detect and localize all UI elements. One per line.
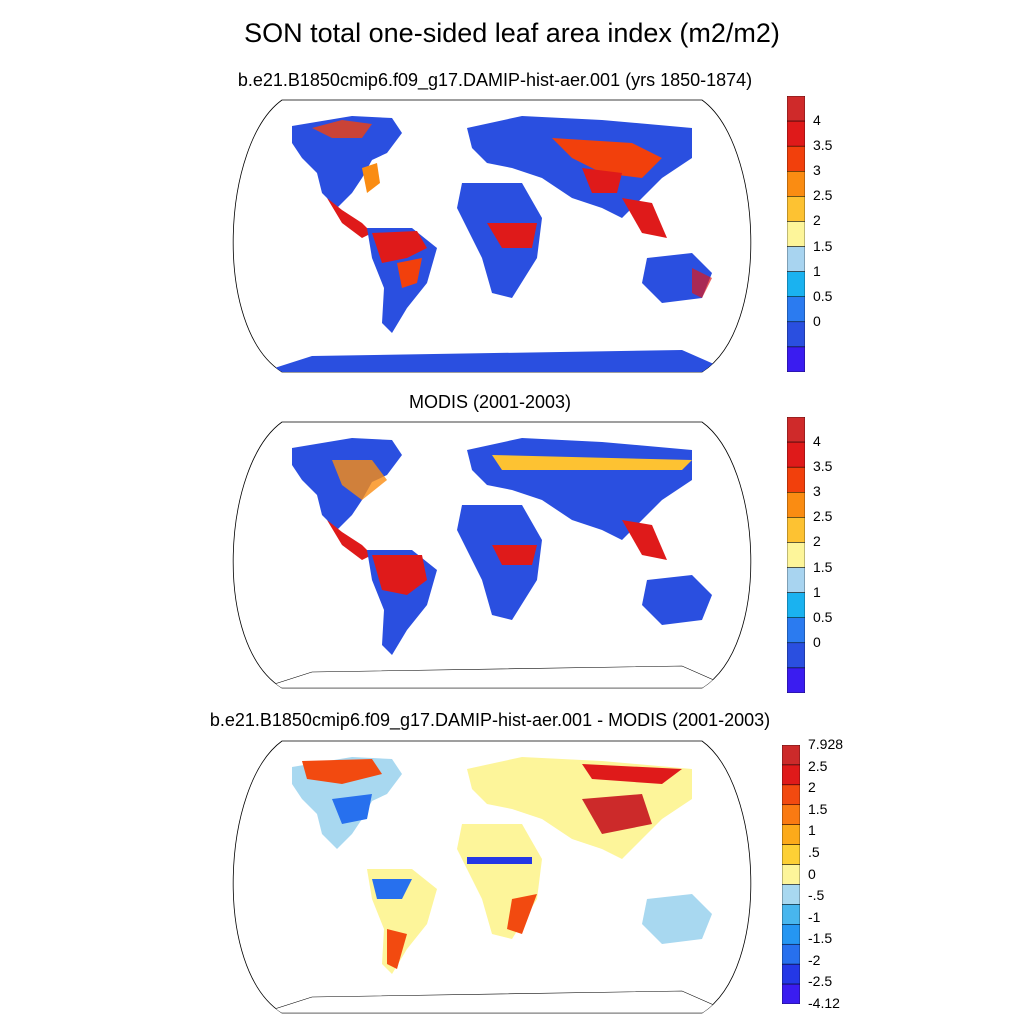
colorbar-swatch: [787, 271, 805, 297]
colorbar-swatch: [782, 924, 800, 945]
colorbar-swatch: [787, 542, 805, 568]
colorbar-swatch: [787, 346, 805, 372]
colorbar-model: 4 3.5 3 2.5 2 1.5 1 0.5 0: [787, 96, 832, 372]
colorbar-swatch: [787, 617, 805, 644]
colorbar-swatch: [787, 145, 805, 172]
colorbar-label: 2: [808, 779, 816, 796]
colorbar-swatch: [787, 246, 805, 272]
colorbar-label: 0: [813, 633, 821, 650]
colorbar-swatch: [787, 517, 805, 543]
colorbar-swatch: [787, 296, 805, 323]
colorbar-swatch: [787, 196, 805, 222]
colorbar-swatch: [782, 983, 800, 1004]
colorbar-swatch: [787, 441, 805, 468]
colorbar-swatch: [782, 784, 800, 806]
colorbar-diff: 7.928 2.5 2 1.5 1.5 0 -.5 -1 -1.5 -2 -2.5 -4.12: [782, 736, 843, 1011]
colorbar-label: 2.5: [813, 187, 833, 204]
panel-2-title: MODIS (2001-2003): [408, 392, 572, 412]
colorbar-label: -.5: [808, 887, 825, 904]
colorbar-swatch: [782, 884, 800, 905]
colorbar-swatch: [787, 567, 805, 593]
eurasia: [467, 116, 692, 218]
colorbar-swatch: [782, 824, 800, 845]
colorbar-swatch: [782, 745, 800, 766]
colorbar-label: 1: [813, 262, 821, 279]
colorbar-label: 1.5: [813, 237, 833, 254]
colorbar-label: 7.928: [808, 736, 844, 752]
north-america: [292, 116, 402, 208]
colorbar-swatch: [782, 963, 800, 985]
colorbar-swatch: [787, 96, 805, 122]
colorbar-swatch: [787, 667, 805, 693]
world-map-obs: [232, 421, 752, 689]
colorbar-label: 4: [813, 433, 821, 450]
colorbar-label: 1: [808, 822, 816, 839]
colorbar-label: 4: [813, 112, 821, 129]
colorbar-swatch: [782, 904, 800, 925]
colorbar-label: 1.5: [808, 800, 828, 817]
world-map-model: [232, 99, 752, 373]
colorbar-swatch: [787, 417, 805, 443]
colorbar-swatch: [787, 492, 805, 518]
colorbar-swatch: [782, 764, 800, 786]
colorbar-label: 3.5: [813, 458, 833, 475]
figure-title: SON total one-sided leaf area index (m2/…: [244, 18, 780, 48]
antarctica: [262, 350, 732, 372]
world-map-diff: [232, 740, 752, 1014]
colorbar-swatch: [787, 466, 805, 493]
colorbar-label: 3.5: [813, 137, 833, 154]
colorbar-label: 2.5: [813, 508, 833, 525]
colorbar-label: .5: [808, 843, 820, 860]
colorbar-swatch: [782, 943, 800, 965]
colorbar-swatch: [787, 642, 805, 669]
colorbar-label: -1.5: [808, 930, 833, 947]
colorbar-label: 2: [813, 533, 821, 550]
colorbar-label: -4.12: [808, 995, 840, 1011]
colorbar-swatch: [782, 844, 800, 865]
colorbar-label: -2.5: [808, 973, 833, 990]
colorbar-label: 0.5: [813, 608, 833, 625]
colorbar-label: 3: [813, 162, 821, 179]
colorbar-swatch: [782, 864, 800, 885]
colorbar-label: 0.5: [813, 287, 833, 304]
panel-1-title: b.e21.B1850cmip6.f09_g17.DAMIP-hist-aer.…: [237, 70, 753, 90]
colorbar-swatch: [782, 804, 800, 825]
colorbar-obs: 4 3.5 3 2.5 2 1.5 1 0.5 0: [787, 417, 832, 693]
colorbar-label: 1.5: [813, 558, 833, 575]
colorbar-swatch: [787, 221, 805, 247]
colorbar-swatch: [787, 321, 805, 348]
colorbar-label: 0: [808, 865, 816, 882]
colorbar-label: -2: [808, 951, 821, 968]
colorbar-label: 0: [813, 312, 821, 329]
colorbar-swatch: [787, 171, 805, 197]
colorbar-label: 1: [813, 583, 821, 600]
panel-3-title: b.e21.B1850cmip6.f09_g17.DAMIP-hist-aer.…: [209, 710, 771, 730]
colorbar-swatch: [787, 120, 805, 147]
colorbar-label: -1: [808, 908, 821, 925]
colorbar-label: 2: [813, 212, 821, 229]
colorbar-label: 2.5: [808, 757, 828, 774]
colorbar-swatch: [787, 592, 805, 618]
colorbar-label: 3: [813, 483, 821, 500]
